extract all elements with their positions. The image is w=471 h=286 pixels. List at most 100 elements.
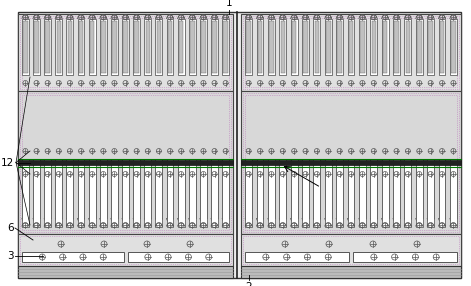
Bar bbox=[222, 159, 229, 227]
Bar bbox=[241, 266, 461, 278]
Bar bbox=[157, 21, 161, 73]
Bar bbox=[450, 166, 457, 218]
Bar bbox=[122, 19, 129, 75]
Bar bbox=[128, 252, 229, 262]
Bar bbox=[269, 168, 274, 216]
Bar bbox=[279, 159, 286, 227]
Text: 12: 12 bbox=[1, 158, 14, 168]
Bar bbox=[212, 21, 217, 73]
Bar bbox=[258, 168, 262, 216]
Bar bbox=[313, 159, 320, 227]
Bar bbox=[360, 168, 365, 216]
Bar bbox=[429, 21, 433, 73]
Bar bbox=[123, 168, 128, 216]
Bar bbox=[370, 166, 377, 218]
Bar bbox=[372, 21, 376, 73]
Bar bbox=[134, 168, 139, 216]
Bar bbox=[291, 19, 298, 75]
Bar bbox=[292, 168, 296, 216]
Bar bbox=[268, 19, 275, 75]
Bar bbox=[223, 21, 228, 73]
Bar bbox=[112, 21, 117, 73]
Bar bbox=[89, 19, 96, 75]
Bar bbox=[189, 159, 195, 227]
Bar bbox=[241, 234, 461, 266]
Bar bbox=[111, 19, 118, 75]
Bar bbox=[370, 159, 377, 227]
Bar bbox=[122, 166, 129, 218]
Bar bbox=[133, 166, 140, 218]
Bar bbox=[257, 19, 263, 75]
Bar bbox=[222, 19, 229, 75]
Bar bbox=[123, 21, 128, 73]
Bar bbox=[144, 19, 151, 75]
Bar bbox=[279, 166, 286, 218]
Bar bbox=[68, 168, 72, 216]
Bar bbox=[359, 166, 366, 218]
Bar bbox=[223, 168, 228, 216]
Bar bbox=[211, 166, 218, 218]
Bar bbox=[315, 21, 319, 73]
Bar bbox=[144, 166, 151, 218]
Bar bbox=[241, 14, 461, 91]
Bar bbox=[78, 159, 84, 227]
Bar bbox=[245, 252, 349, 262]
Bar bbox=[393, 166, 400, 218]
Bar bbox=[178, 19, 185, 75]
Bar bbox=[303, 168, 308, 216]
Bar bbox=[45, 168, 50, 216]
Bar bbox=[416, 166, 422, 218]
Bar bbox=[325, 166, 332, 218]
Bar bbox=[45, 21, 50, 73]
Bar bbox=[439, 166, 446, 218]
Bar bbox=[336, 159, 343, 227]
Bar bbox=[44, 159, 51, 227]
Bar bbox=[451, 168, 455, 216]
Bar bbox=[189, 19, 195, 75]
Bar bbox=[349, 168, 353, 216]
Bar bbox=[451, 21, 455, 73]
Bar bbox=[427, 19, 434, 75]
Bar bbox=[79, 168, 83, 216]
Bar bbox=[155, 166, 162, 218]
Bar bbox=[393, 19, 400, 75]
Bar bbox=[406, 21, 410, 73]
Bar bbox=[201, 168, 206, 216]
Bar bbox=[336, 166, 343, 218]
Bar bbox=[100, 159, 107, 227]
Bar bbox=[134, 21, 139, 73]
Bar bbox=[245, 95, 457, 230]
Bar bbox=[394, 21, 399, 73]
Bar bbox=[243, 16, 459, 89]
Bar bbox=[18, 234, 233, 266]
Bar bbox=[348, 166, 355, 218]
Bar bbox=[22, 166, 29, 218]
Bar bbox=[89, 166, 96, 218]
Bar bbox=[78, 166, 84, 218]
Bar bbox=[325, 19, 332, 75]
Bar bbox=[416, 19, 422, 75]
Bar bbox=[439, 159, 446, 227]
Bar bbox=[382, 19, 389, 75]
Bar bbox=[155, 159, 162, 227]
Bar bbox=[189, 166, 195, 218]
Bar bbox=[245, 18, 457, 87]
Bar bbox=[348, 159, 355, 227]
Bar bbox=[33, 166, 40, 218]
Bar bbox=[243, 93, 459, 232]
Bar bbox=[146, 21, 150, 73]
Bar bbox=[133, 159, 140, 227]
Bar bbox=[212, 168, 217, 216]
Bar bbox=[405, 159, 411, 227]
Bar bbox=[427, 159, 434, 227]
Bar bbox=[243, 236, 459, 264]
Bar bbox=[66, 159, 73, 227]
Bar bbox=[178, 166, 185, 218]
Bar bbox=[258, 21, 262, 73]
Bar bbox=[55, 19, 62, 75]
Bar bbox=[68, 21, 72, 73]
Bar bbox=[427, 166, 434, 218]
Bar bbox=[144, 159, 151, 227]
Bar bbox=[268, 166, 275, 218]
Bar bbox=[303, 21, 308, 73]
